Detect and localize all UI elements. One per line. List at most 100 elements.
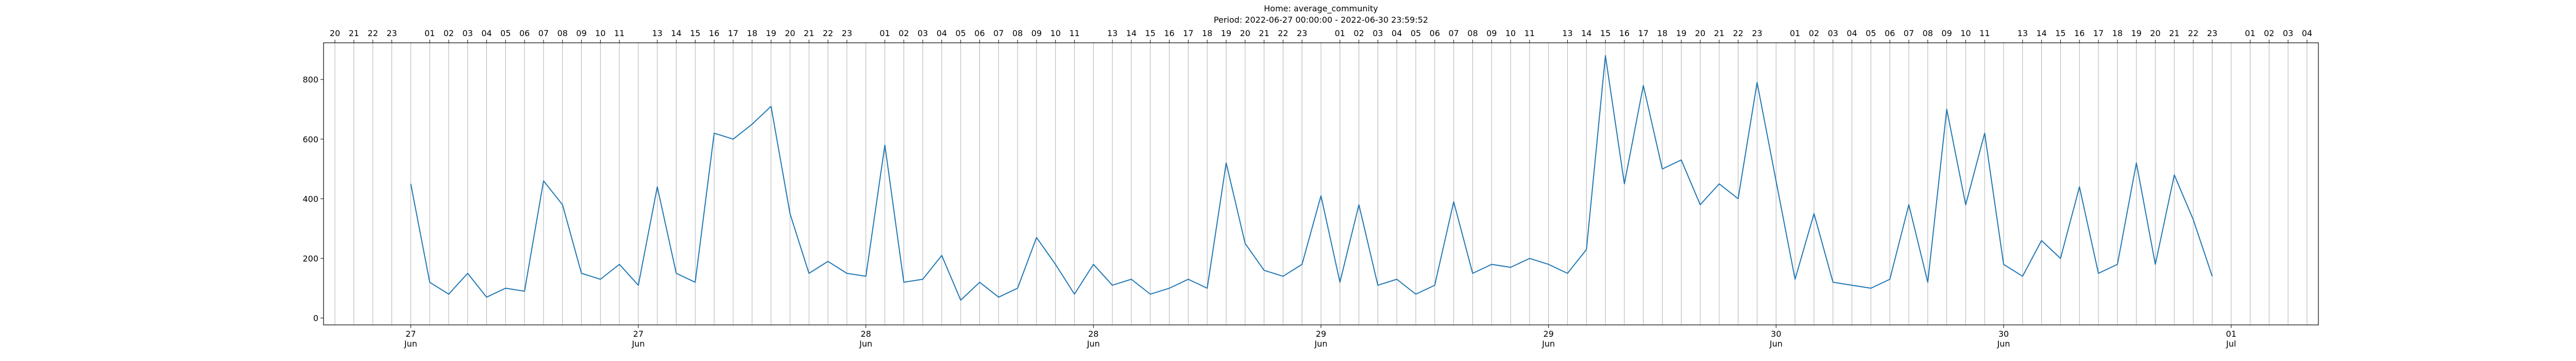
x-top-tick-label: 17 — [727, 28, 739, 38]
x-top-tick-label: 13 — [2017, 28, 2028, 38]
x-top-tick-label: 11 — [1069, 28, 1080, 38]
x-top-tick-label: 18 — [1201, 28, 1213, 38]
x-top-tick-label: 10 — [1505, 28, 1516, 38]
x-top-tick-label: 21 — [804, 28, 815, 38]
x-top-tick-label: 22 — [1278, 28, 1289, 38]
x-top-tick-label: 21 — [1259, 28, 1269, 38]
x-top-tick-label: 08 — [1467, 28, 1478, 38]
x-top-tick-label: 01 — [879, 28, 890, 38]
x-top-tick-label: 21 — [1714, 28, 1725, 38]
x-top-tick-label: 08 — [1012, 28, 1023, 38]
x-tick-label: 30 Jun — [1997, 329, 2010, 349]
x-top-tick-label: 14 — [671, 28, 682, 38]
x-top-tick-label: 05 — [500, 28, 511, 38]
x-top-tick-label: 23 — [1752, 28, 1762, 38]
x-top-tick-label: 20 — [785, 28, 795, 38]
x-top-tick-label: 16 — [1164, 28, 1175, 38]
x-top-tick-label: 07 — [1903, 28, 1914, 38]
x-top-tick-label: 17 — [1183, 28, 1194, 38]
x-tick-label: 27 Jun — [632, 329, 645, 349]
x-top-tick-label: 11 — [614, 28, 625, 38]
x-top-tick-label: 16 — [2074, 28, 2085, 38]
x-top-tick-label: 04 — [1846, 28, 1857, 38]
x-top-tick-label: 16 — [709, 28, 720, 38]
x-top-tick-label: 07 — [1448, 28, 1459, 38]
x-top-tick-label: 20 — [1240, 28, 1250, 38]
plot-frame — [323, 42, 2319, 325]
x-top-tick-label: 04 — [2301, 28, 2313, 38]
y-tick-label: 400 — [302, 194, 318, 204]
x-top-tick-label: 18 — [1657, 28, 1668, 38]
x-tick-label: 29 Jun — [1314, 329, 1328, 349]
x-top-tick-label: 22 — [822, 28, 834, 38]
x-top-tick-label: 11 — [1979, 28, 1990, 38]
x-top-tick-label: 19 — [2131, 28, 2142, 38]
x-top-tick-label: 10 — [595, 28, 606, 38]
x-top-tick-label: 23 — [841, 28, 853, 38]
x-top-tick-label: 20 — [1694, 28, 1706, 38]
x-top-tick-label: 21 — [348, 28, 360, 38]
x-top-tick-label: 15 — [1145, 28, 1156, 38]
x-top-tick-label: 07 — [993, 28, 1004, 38]
x-top-tick-label: 03 — [2282, 28, 2294, 38]
x-top-tick-label: 14 — [2036, 28, 2047, 38]
x-top-tick-label: 20 — [2150, 28, 2161, 38]
x-top-tick-label: 18 — [2112, 28, 2123, 38]
x-top-tick-label: 02 — [443, 28, 454, 38]
x-top-tick-label: 06 — [1429, 28, 1440, 38]
x-top-tick-label: 06 — [1884, 28, 1895, 38]
x-top-tick-label: 23 — [1297, 28, 1308, 38]
x-top-tick-label: 19 — [1676, 28, 1687, 38]
x-top-tick-label: 19 — [766, 28, 776, 38]
x-top-tick-label: 03 — [1827, 28, 1838, 38]
y-tick-label: 0 — [313, 314, 318, 323]
x-top-tick-label: 22 — [2188, 28, 2199, 38]
x-top-tick-label: 01 — [1789, 28, 1801, 38]
x-top-tick-label: 05 — [955, 28, 966, 38]
x-top-tick-label: 10 — [1960, 28, 1971, 38]
x-top-tick-label: 03 — [917, 28, 928, 38]
x-top-tick-label: 03 — [462, 28, 473, 38]
x-top-tick-label: 07 — [538, 28, 549, 38]
x-top-tick-label: 02 — [1353, 28, 1364, 38]
x-top-tick-label: 04 — [936, 28, 947, 38]
x-top-tick-label: 05 — [1410, 28, 1421, 38]
x-top-tick-label: 22 — [367, 28, 378, 38]
x-top-tick-label: 09 — [1941, 28, 1952, 38]
x-tick-label: 01 Jul — [2226, 329, 2236, 349]
x-top-tick-label: 13 — [652, 28, 663, 38]
x-tick-label: 28 Jun — [859, 329, 873, 349]
x-top-tick-label: 02 — [899, 28, 909, 38]
x-top-tick-label: 16 — [1619, 28, 1630, 38]
x-top-tick-label: 23 — [2207, 28, 2218, 38]
y-tick-label: 800 — [302, 75, 318, 85]
y-tick-label: 600 — [302, 135, 318, 144]
x-top-tick-label: 03 — [1372, 28, 1383, 38]
x-top-tick-label: 14 — [1126, 28, 1137, 38]
chart-subtitle: Period: 2022-06-27 00:00:00 - 2022-06-30… — [1214, 15, 1428, 25]
x-top-tick-label: 09 — [1486, 28, 1497, 38]
x-top-tick-label: 21 — [2169, 28, 2180, 38]
x-top-tick-label: 06 — [974, 28, 985, 38]
x-top-tick-label: 10 — [1050, 28, 1061, 38]
x-top-tick-label: 08 — [557, 28, 568, 38]
x-top-tick-label: 01 — [2245, 28, 2256, 38]
x-tick-label: 27 Jun — [404, 329, 417, 349]
x-top-tick-label: 04 — [1392, 28, 1402, 38]
x-top-tick-label: 08 — [1922, 28, 1933, 38]
x-top-tick-label: 01 — [424, 28, 435, 38]
x-top-tick-label: 04 — [481, 28, 492, 38]
data-line — [410, 55, 2213, 301]
x-top-tick-label: 01 — [1334, 28, 1345, 38]
y-tick-label: 200 — [302, 254, 318, 264]
x-top-tick-label: 15 — [690, 28, 701, 38]
x-top-tick-label: 02 — [2264, 28, 2275, 38]
x-tick-label: 29 Jun — [1542, 329, 1555, 349]
x-top-tick-label: 09 — [576, 28, 587, 38]
x-tick-label: 28 Jun — [1087, 329, 1100, 349]
x-top-tick-label: 15 — [1600, 28, 1611, 38]
x-top-tick-label: 20 — [329, 28, 341, 38]
x-top-tick-label: 18 — [747, 28, 757, 38]
